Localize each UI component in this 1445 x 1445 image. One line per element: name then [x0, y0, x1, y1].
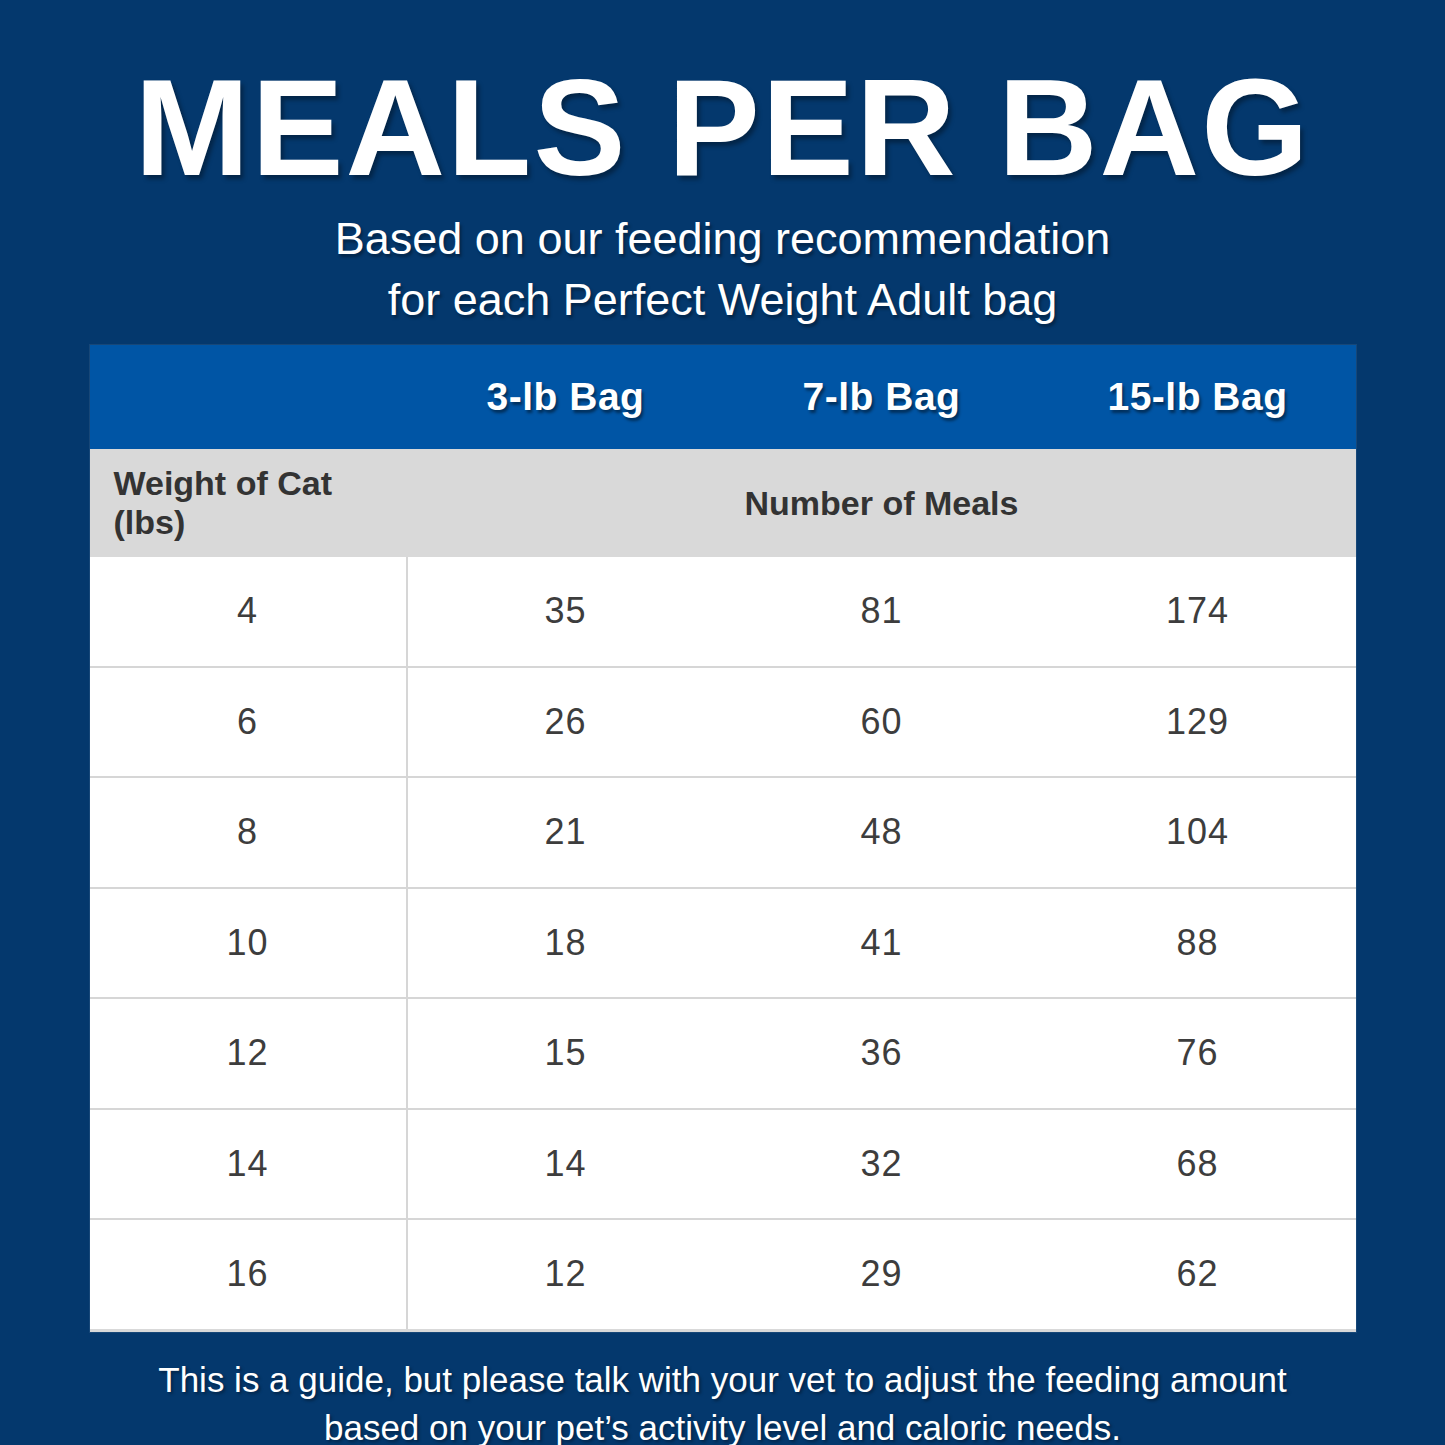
meals-cell-3lb: 15	[408, 1032, 724, 1074]
meals-cell-15lb: 129	[1040, 701, 1356, 743]
subtitle: Based on our feeding recommendation for …	[0, 208, 1445, 330]
weight-cell: 16	[90, 1220, 408, 1329]
meals-cell-15lb: 62	[1040, 1253, 1356, 1295]
table-row: 10 18 41 88	[90, 887, 1356, 998]
subtitle-line-1: Based on our feeding recommendation	[0, 208, 1445, 269]
meals-cell-15lb: 76	[1040, 1032, 1356, 1074]
meals-cell-15lb: 68	[1040, 1143, 1356, 1185]
weight-cell: 12	[90, 999, 408, 1108]
meals-cell-3lb: 35	[408, 590, 724, 632]
weight-column-label: Weight of Cat (lbs)	[90, 464, 408, 542]
footnote-line-1: This is a guide, but please talk with yo…	[0, 1356, 1445, 1404]
meals-cell-7lb: 41	[724, 922, 1040, 964]
meals-cell-7lb: 60	[724, 701, 1040, 743]
table-header-row: 3-lb Bag 7-lb Bag 15-lb Bag	[90, 345, 1356, 449]
subtitle-line-2: for each Perfect Weight Adult bag	[0, 269, 1445, 330]
meals-cell-7lb: 32	[724, 1143, 1040, 1185]
table-row: 4 35 81 174	[90, 557, 1356, 666]
weight-cell: 10	[90, 889, 408, 998]
meals-cell-15lb: 104	[1040, 811, 1356, 853]
meals-group-label: Number of Meals	[408, 484, 1356, 523]
meals-cell-7lb: 36	[724, 1032, 1040, 1074]
header-cell-7lb-bag: 7-lb Bag	[724, 375, 1040, 419]
meals-cell-3lb: 26	[408, 701, 724, 743]
table-subheader-row: Weight of Cat (lbs) Number of Meals	[90, 449, 1356, 557]
table-row: 16 12 29 62	[90, 1218, 1356, 1332]
infographic-canvas: MEALS PER BAG Based on our feeding recom…	[0, 0, 1445, 1445]
table-row: 6 26 60 129	[90, 666, 1356, 777]
footnote-line-2: based on your pet’s activity level and c…	[0, 1404, 1445, 1445]
meals-cell-7lb: 48	[724, 811, 1040, 853]
meals-cell-7lb: 29	[724, 1253, 1040, 1295]
page-title: MEALS PER BAG	[0, 0, 1445, 196]
weight-cell: 6	[90, 668, 408, 777]
meals-cell-7lb: 81	[724, 590, 1040, 632]
meals-cell-3lb: 18	[408, 922, 724, 964]
table-row: 14 14 32 68	[90, 1108, 1356, 1219]
meals-per-bag-table: 3-lb Bag 7-lb Bag 15-lb Bag Weight of Ca…	[90, 345, 1356, 1332]
table-row: 12 15 36 76	[90, 997, 1356, 1108]
weight-cell: 8	[90, 778, 408, 887]
weight-cell: 4	[90, 557, 408, 666]
meals-cell-3lb: 21	[408, 811, 724, 853]
footnote: This is a guide, but please talk with yo…	[0, 1356, 1445, 1445]
weight-cell: 14	[90, 1110, 408, 1219]
header-cell-15lb-bag: 15-lb Bag	[1040, 375, 1356, 419]
meals-cell-3lb: 12	[408, 1253, 724, 1295]
header-cell-3lb-bag: 3-lb Bag	[408, 375, 724, 419]
meals-cell-15lb: 174	[1040, 590, 1356, 632]
meals-cell-15lb: 88	[1040, 922, 1356, 964]
meals-cell-3lb: 14	[408, 1143, 724, 1185]
table-row: 8 21 48 104	[90, 776, 1356, 887]
